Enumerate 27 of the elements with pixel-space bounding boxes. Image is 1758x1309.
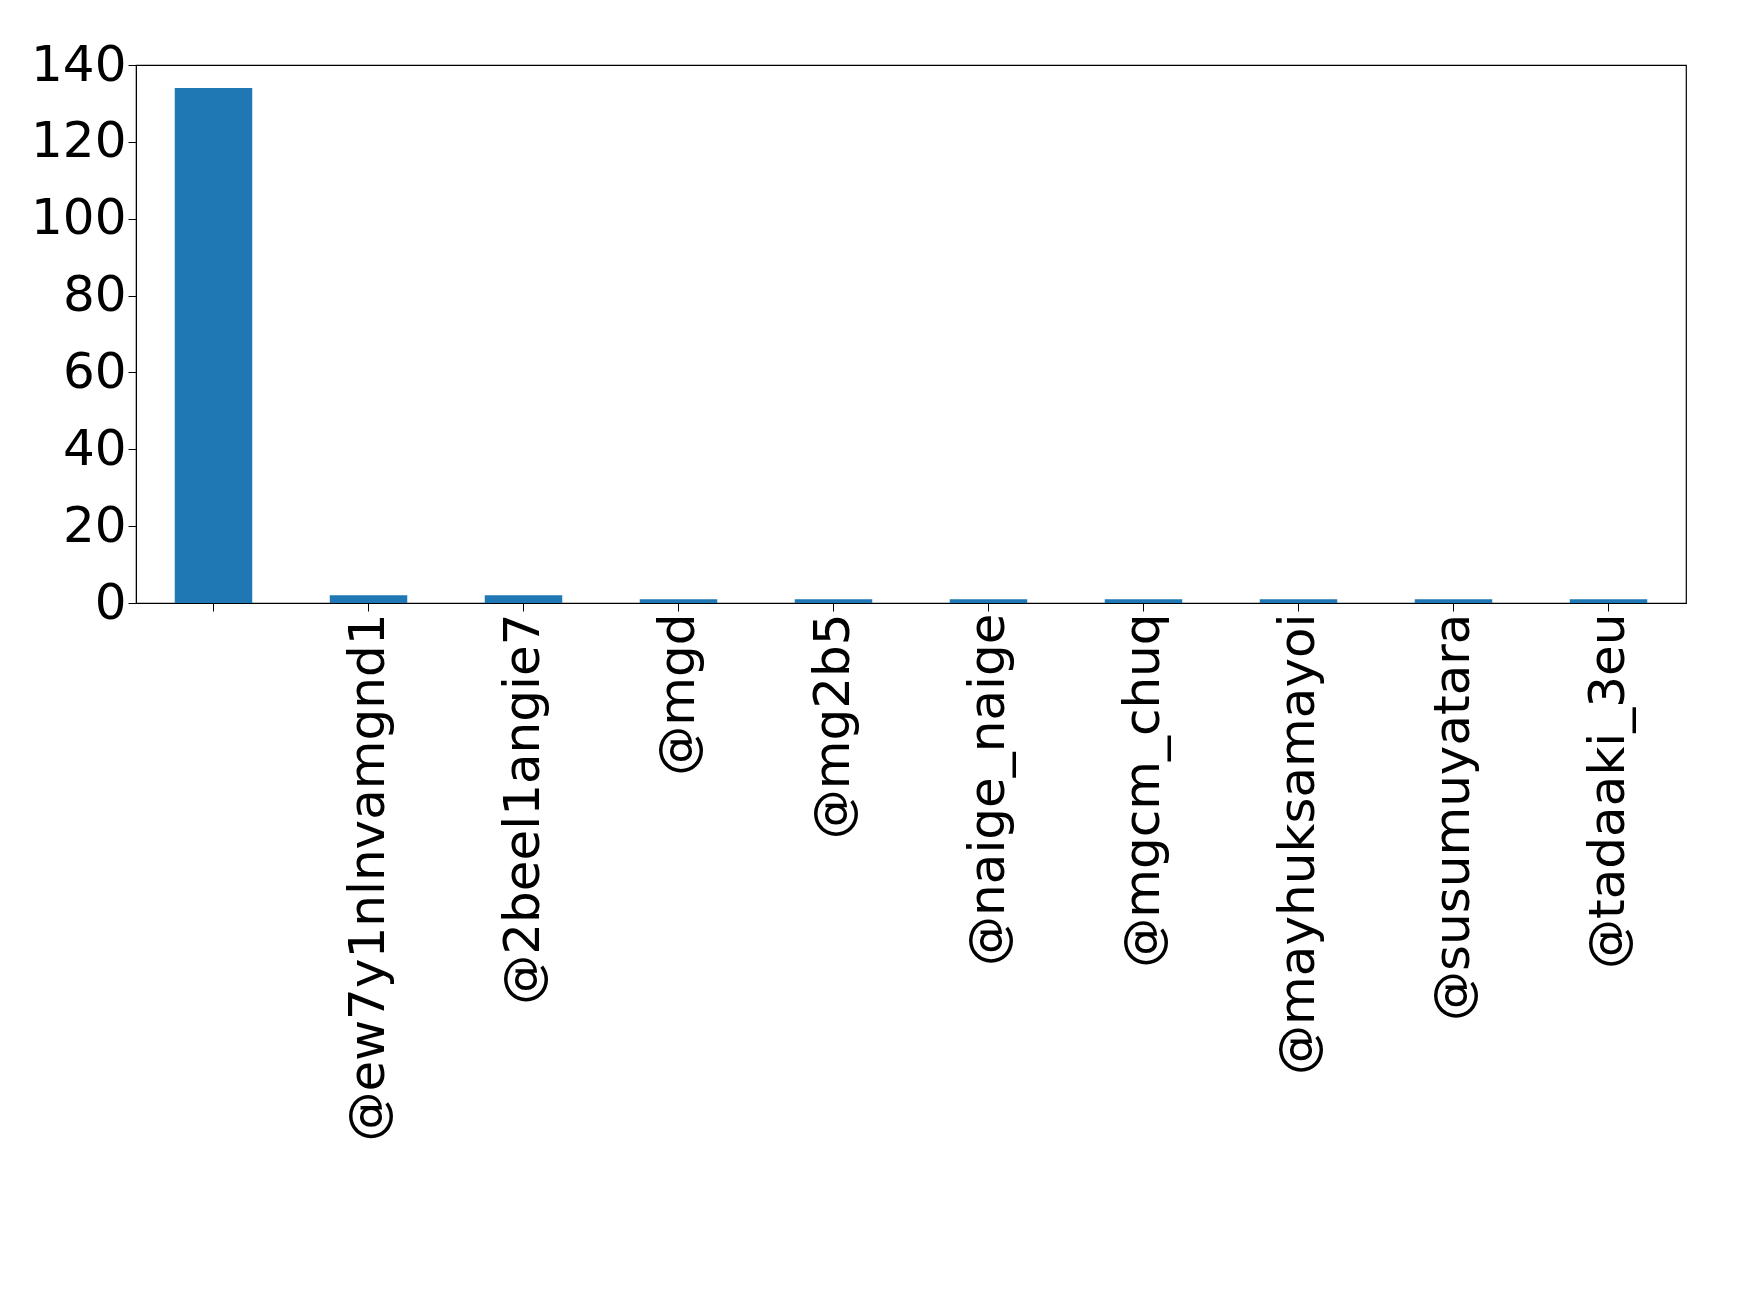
y-tick-label: 140 [31,34,127,93]
bar [639,599,718,603]
bar [949,599,1028,603]
x-tick-label: @mayhuksamayoi [1267,613,1326,1075]
y-tick-label: 80 [62,265,127,324]
x-tick-label: @susumuyatara [1422,613,1481,1022]
y-tick-label: 0 [94,572,127,631]
x-tick-label: @ew7y1nlnvamgnd1 [337,613,396,1142]
x-tick-label: @mgd [647,613,706,776]
x-tick-label: @mg2b5 [802,613,861,840]
bar [484,595,563,603]
bar [794,599,873,603]
y-tick-label: 100 [31,188,127,247]
bar [329,595,408,603]
bar [174,88,253,603]
bar [1414,599,1493,603]
bar [1569,599,1648,603]
y-tick-label: 120 [31,111,127,170]
bar [1104,599,1183,603]
bar [1259,599,1338,603]
x-tick-label: @naige_naige [957,613,1016,966]
y-tick-label: 60 [62,341,127,400]
x-tick-label: @mgcm_chuq [1112,613,1171,968]
x-tick-label: @tadaaki_3eu [1577,613,1636,969]
y-tick-label: 20 [62,495,127,554]
y-tick-label: 40 [62,418,127,477]
x-tick-label: @2beel1angie7 [492,613,551,1005]
